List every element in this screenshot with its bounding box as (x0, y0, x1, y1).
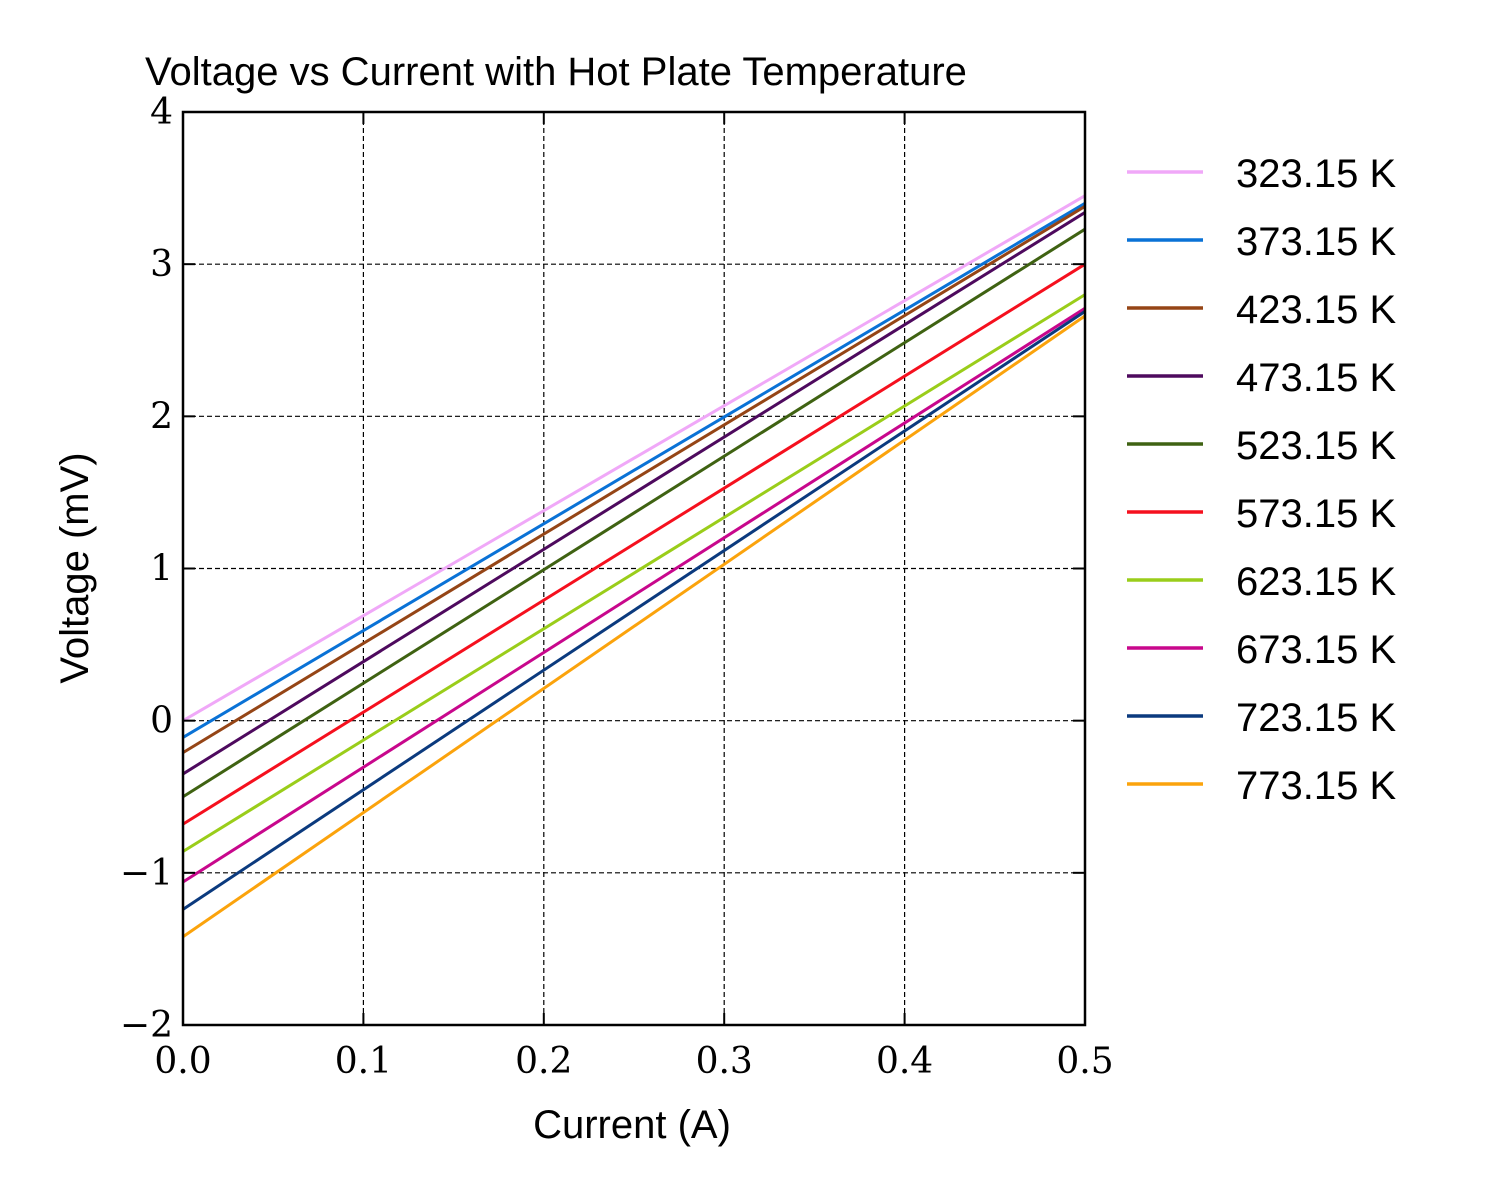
legend-label: 473.15 K (1236, 356, 1396, 400)
series-line-473-15-k (182, 211, 1086, 776)
x-tick-label: 0.1 (335, 1041, 392, 1082)
axis-ticks (182, 111, 1086, 1026)
series-line-373-15-k (182, 202, 1086, 739)
x-tick-label: 0.4 (876, 1041, 933, 1082)
series-line-723-15-k (182, 310, 1086, 911)
legend-item: 673.15 K (1127, 628, 1396, 672)
series-line-773-15-k (182, 314, 1086, 938)
legend-item: 323.15 K (1127, 152, 1396, 196)
y-tick-label: 4 (150, 92, 173, 133)
legend-label: 773.15 K (1236, 764, 1396, 808)
legend-item: 773.15 K (1127, 764, 1396, 808)
y-tick-label: 0 (150, 701, 173, 742)
y-tick-label: 3 (150, 244, 173, 285)
y-tick-labels: −2 −1 0 1 2 3 4 (120, 92, 173, 1046)
x-tick-label: 0.5 (1056, 1041, 1113, 1082)
legend-item: 423.15 K (1127, 288, 1396, 332)
series-lines (182, 194, 1086, 938)
legend-item: 523.15 K (1127, 424, 1396, 468)
y-tick-label: −2 (120, 1005, 173, 1046)
legend-item: 373.15 K (1127, 220, 1396, 264)
x-tick-label: 0.0 (154, 1041, 211, 1082)
legend-label: 323.15 K (1236, 152, 1396, 196)
legend-item: 723.15 K (1127, 696, 1396, 740)
grid-lines (183, 112, 1085, 1025)
legend-label: 423.15 K (1236, 288, 1396, 332)
x-tick-label: 0.3 (696, 1041, 753, 1082)
legend-item: 623.15 K (1127, 560, 1396, 604)
x-tick-labels: 0.0 0.1 0.2 0.3 0.4 0.5 (154, 1041, 1113, 1082)
series-line-423-15-k (182, 205, 1086, 754)
y-tick-label: −1 (120, 853, 173, 894)
x-tick-label: 0.2 (515, 1041, 572, 1082)
series-line-323-15-k (182, 194, 1086, 722)
legend-label: 523.15 K (1236, 424, 1396, 468)
legend-label: 573.15 K (1236, 492, 1396, 536)
x-axis-label: Current (A) (533, 1103, 731, 1147)
series-line-573-15-k (182, 262, 1086, 826)
y-tick-label: 2 (150, 396, 173, 437)
legend-label: 373.15 K (1236, 220, 1396, 264)
legend-label: 723.15 K (1236, 696, 1396, 740)
legend-label: 673.15 K (1236, 628, 1396, 672)
series-line-523-15-k (182, 227, 1086, 799)
legend: 323.15 K 373.15 K 423.15 K 473.15 K 523.15 K… (1127, 152, 1396, 808)
y-tick-label: 1 (150, 549, 173, 590)
legend-item: 573.15 K (1127, 492, 1396, 536)
chart-title: Voltage vs Current with Hot Plate Temper… (145, 50, 967, 94)
legend-item: 473.15 K (1127, 356, 1396, 400)
y-axis-label: Voltage (mV) (53, 452, 97, 683)
legend-label: 623.15 K (1236, 560, 1396, 604)
series-line-673-15-k (182, 307, 1086, 884)
series-line-623-15-k (182, 293, 1086, 853)
